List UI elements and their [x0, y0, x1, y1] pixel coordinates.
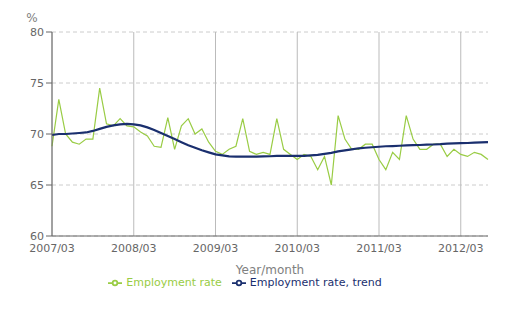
- svg-text:2007/03: 2007/03: [29, 242, 75, 255]
- svg-text:80: 80: [30, 26, 44, 39]
- svg-text:2008/03: 2008/03: [111, 242, 157, 255]
- svg-text:2012/03: 2012/03: [438, 242, 484, 255]
- html-text:Employment rate, trend: Employment rate, trend: [249, 276, 382, 289]
- svg-text:2009/03: 2009/03: [193, 242, 239, 255]
- svg-text:2010/03: 2010/03: [274, 242, 320, 255]
- svg-text:65: 65: [30, 179, 44, 192]
- html-text:Employment rate: Employment rate: [126, 276, 222, 289]
- svg-text:70: 70: [30, 128, 44, 141]
- svg-text:%: %: [26, 11, 37, 25]
- svg-text:2011/03: 2011/03: [356, 242, 402, 255]
- svg-text:75: 75: [30, 77, 44, 90]
- svg-text:Year/month: Year/month: [235, 263, 304, 277]
- svg-text:60: 60: [30, 230, 44, 243]
